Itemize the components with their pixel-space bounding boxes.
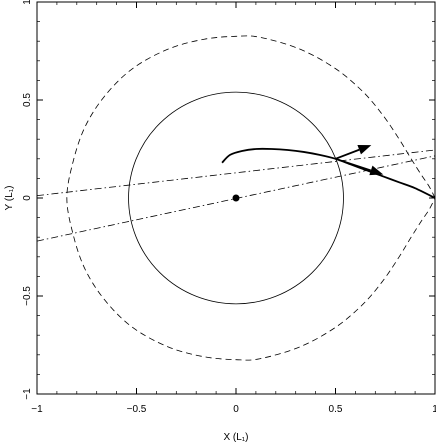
x-tick-label: 0.5	[329, 404, 343, 415]
x-tick-label: −0.5	[127, 404, 147, 415]
x-tick-label: 0	[233, 404, 239, 415]
y-tick-label: −0.5	[22, 286, 33, 306]
y-tick-label: 0	[22, 195, 33, 201]
plot-area	[37, 35, 435, 361]
x-tick-label: −1	[31, 404, 43, 415]
arrow-1-shaft	[335, 157, 372, 172]
series-2-line	[37, 149, 435, 197]
series-0-circle	[128, 91, 344, 305]
y-tick-label: 1	[22, 0, 33, 5]
y-tick-label: 0.5	[22, 93, 33, 107]
marker-0-point	[232, 194, 240, 202]
axis-ticks: −1 −0.5 0 0.5 1 −1 −0.5 0 0.5 1	[22, 0, 436, 415]
x-tick-label: 1	[432, 404, 436, 415]
x-axis-label: X (L₁)	[223, 432, 248, 443]
series-4-stream	[221, 147, 435, 199]
arrow-1-head	[369, 165, 384, 176]
y-axis-label: Y (L₁)	[4, 186, 15, 211]
series-1-roche-lobe	[66, 35, 435, 361]
arrow-0-shaft	[335, 148, 360, 160]
y-tick-label: −1	[22, 388, 33, 400]
arrow-0-head	[357, 145, 372, 155]
